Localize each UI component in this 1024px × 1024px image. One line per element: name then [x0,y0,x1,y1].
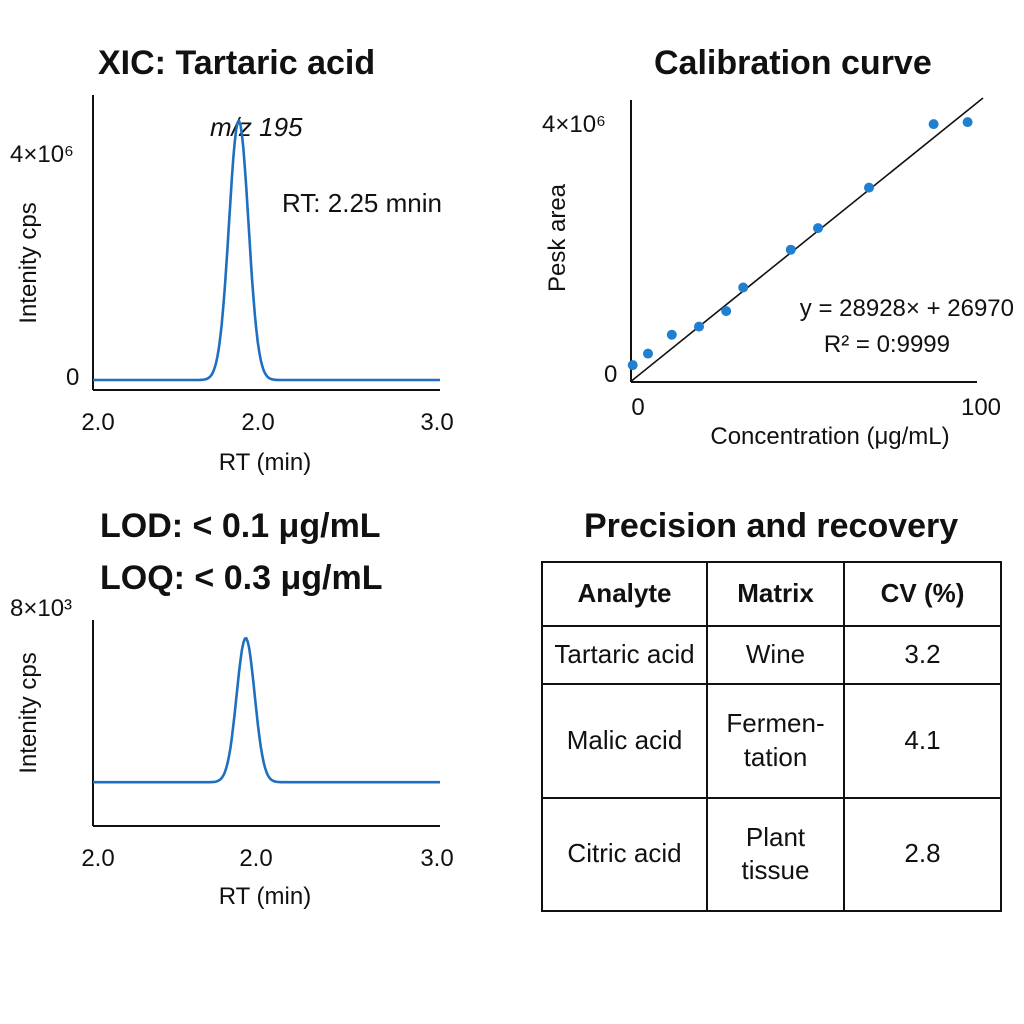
cell-cv: 4.1 [843,683,1002,799]
cell-analyte: Malic acid [541,683,708,799]
cal-point-5 [721,306,732,317]
lod-text: LOD: < 0.1 μg/mL [100,507,381,545]
cal-point-3 [666,329,677,340]
lod-chart: 8×10³ 2.0 2.0 3.0 RT (min) Intenity cps [10,595,454,910]
table-row: Citric acid Plant tissue 2.8 [541,796,1002,913]
cal-x-tick-100: 100 [961,394,1001,421]
cell-matrix: Fermen-tation [706,683,845,799]
xic-x-tick-1: 2.0 [81,409,114,436]
xic-y-tick-zero: 0 [66,364,79,391]
cal-point-6 [738,282,749,293]
xic-y-tick-top: 4×10⁶ [10,141,74,168]
cal-point-10 [928,119,939,130]
xic-annotation-rt: RT: 2.25 mnin [282,188,442,218]
xic-x-tick-3: 3.0 [420,409,453,436]
cal-point-2 [643,348,653,359]
table-row: Malic acid Fermen-tation 4.1 [541,683,1002,799]
cal-x-tick-0: 0 [631,394,644,421]
cal-equation: y = 28928× + 26970 [800,295,1014,322]
cal-y-tick-top: 4×10⁶ [542,111,606,138]
cal-point-7 [785,244,796,255]
cal-y-tick-zero: 0 [604,361,617,388]
xic-trace [93,118,440,382]
table-row: Tartaric acid Wine 3.2 [541,624,1002,686]
lod-trace [93,636,440,784]
cell-cv: 3.2 [843,624,1002,686]
lod-x-tick-2: 2.0 [239,845,272,872]
cell-analyte: Tartaric acid [541,624,708,686]
lod-y-label: Intenity cps [15,652,42,773]
loq-text: LOQ: < 0.3 μg/mL [100,559,383,597]
cal-points [627,117,973,371]
table-header-row: Analyte Matrix CV (%) [541,561,1002,627]
calibration-title: Calibration curve [654,44,932,82]
xic-title: XIC: Tartaric acid [98,44,376,82]
cell-matrix: Plant tissue [706,796,845,913]
xic-x-label: RT (min) [219,449,311,476]
cell-matrix: Wine [706,624,845,686]
header-matrix: Matrix [706,561,845,627]
lod-x-tick-3: 3.0 [420,845,453,872]
lod-y-tick-top: 8×10³ [10,595,72,622]
cal-x-label: Concentration (μg/mL) [710,423,949,450]
cal-fit-line [630,97,984,382]
precision-table: Analyte Matrix CV (%) Tartaric acid Wine… [541,561,1002,913]
xic-y-label: Intenity cps [15,202,42,323]
xic-chart: m/z 195 RT: 2.25 mnin 4×10⁶ 0 2.0 2.0 3.… [10,95,454,476]
header-cv: CV (%) [843,561,1002,627]
xic-annotation-mz: m/z 195 [210,112,303,142]
cal-point-9 [864,182,874,193]
header-analyte: Analyte [541,561,708,627]
cal-point-8 [813,223,823,234]
cal-point-11 [962,117,973,128]
cell-analyte: Citric acid [541,796,708,913]
cell-cv: 2.8 [843,796,1002,913]
cal-point-4 [694,321,704,332]
cal-y-label: Pesk area [544,183,571,292]
precision-title: Precision and recovery [584,507,959,545]
cal-r2: R² = 0:9999 [824,331,950,358]
xic-x-tick-2: 2.0 [241,409,274,436]
cal-point-1 [627,360,638,371]
lod-x-label: RT (min) [219,883,311,910]
lod-x-tick-1: 2.0 [81,845,114,872]
calibration-chart: 4×10⁶ 0 0 100 Concentration (μg/mL) Pesk… [542,97,1014,450]
